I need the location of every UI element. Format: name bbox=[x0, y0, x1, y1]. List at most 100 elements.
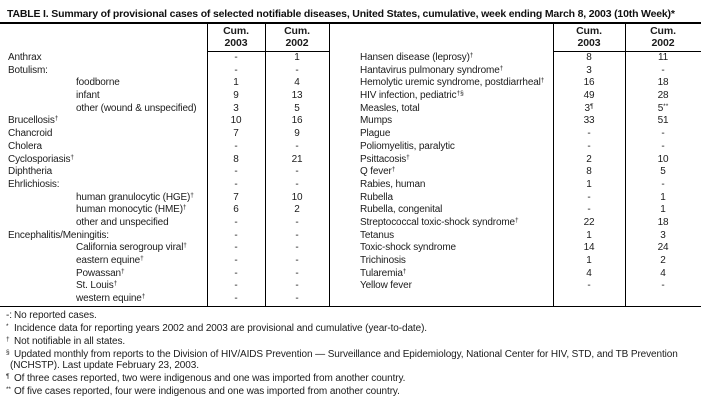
value-cum-2002: - bbox=[295, 64, 299, 76]
value-cum-2002: 1 bbox=[660, 191, 666, 203]
value-cum-2003: - bbox=[234, 280, 238, 292]
table-row: HIV infection, pediatric†§ 49 28 bbox=[329, 90, 701, 103]
value-cum-2002: 11 bbox=[657, 52, 669, 63]
table-row: Powassan† - - bbox=[0, 268, 329, 281]
table-row: Measles, total 3¶ 5** bbox=[329, 103, 701, 116]
value-cum-2003: - bbox=[234, 255, 238, 266]
column-divider bbox=[207, 24, 208, 306]
disease-label: Encephalitis/Meningitis: bbox=[8, 229, 109, 241]
table-row: human granulocytic (HGE)† 7 10 bbox=[0, 192, 329, 205]
value-cum-2002: 5 bbox=[660, 166, 666, 178]
value-cum-2002: 9 bbox=[294, 128, 300, 140]
value-cum-2003: - bbox=[234, 229, 238, 241]
footnote-marker: ** bbox=[663, 102, 669, 110]
disease-label: infant bbox=[76, 90, 100, 102]
footnote-marker: † bbox=[190, 191, 194, 199]
table-row: Tularemia† 4 4 bbox=[329, 268, 701, 281]
table-row: Encephalitis/Meningitis: - - bbox=[0, 230, 329, 243]
value-cum-2003: - bbox=[587, 204, 591, 216]
value-cum-2002: 2 bbox=[660, 255, 666, 266]
disease-label: California serogroup viral† bbox=[76, 242, 187, 254]
value-cum-2002: 4 bbox=[660, 267, 666, 279]
disease-label: Mumps bbox=[360, 115, 393, 127]
value-cum-2003: 1 bbox=[586, 178, 592, 190]
value-cum-2003: 1 bbox=[586, 229, 592, 241]
table-row: Anthrax - 1 bbox=[0, 52, 329, 65]
header-year-label: 2003 bbox=[577, 36, 601, 49]
value-cum-2002: 2 bbox=[294, 204, 300, 216]
disease-label: western equine† bbox=[76, 293, 146, 305]
value-cum-2003: - bbox=[234, 216, 238, 228]
value-cum-2003: 8 bbox=[233, 153, 239, 165]
table-row: Yellow fever - - bbox=[329, 280, 701, 293]
footnote-marker: † bbox=[469, 52, 474, 59]
value-cum-2002: - bbox=[295, 267, 299, 279]
value-cum-2003: - bbox=[234, 293, 238, 305]
value-cum-2002: 18 bbox=[657, 216, 669, 228]
disease-label: Q fever† bbox=[360, 166, 396, 178]
value-cum-2003: 3 bbox=[233, 102, 239, 114]
table-row: Psittacosis† 2 10 bbox=[329, 154, 701, 167]
header-cum-2002: Cum. 2002 bbox=[265, 24, 329, 51]
value-cum-2003: - bbox=[587, 128, 591, 140]
table-row: Chancroid 7 9 bbox=[0, 128, 329, 141]
footnote-marker: † bbox=[514, 216, 519, 224]
table-row: Diphtheria - - bbox=[0, 166, 329, 179]
value-cum-2002: 4 bbox=[294, 77, 300, 89]
header-year-label: 2003 bbox=[224, 36, 248, 49]
disease-label: Powassan† bbox=[76, 267, 125, 279]
footnote-text: Updated monthly from reports to the Divi… bbox=[14, 349, 678, 360]
disease-label: Tularemia† bbox=[360, 267, 407, 279]
table-row: Rabies, human 1 - bbox=[329, 179, 701, 192]
footnote-marker: † bbox=[140, 255, 144, 262]
footnote-marker: † bbox=[141, 293, 146, 301]
header-cum-label: Cum. bbox=[650, 25, 676, 37]
table-row: Streptococcal toxic-shock syndrome† 22 18 bbox=[329, 217, 701, 230]
value-cum-2003: 1 bbox=[586, 255, 592, 266]
footnote-text: Not notifiable in all states. bbox=[14, 336, 126, 347]
table-row: Poliomyelitis, paralytic - - bbox=[329, 141, 701, 154]
disease-label: Trichinosis bbox=[360, 255, 406, 266]
value-cum-2003: 2 bbox=[586, 153, 592, 165]
table-row: infant 9 13 bbox=[0, 90, 329, 103]
table-row: eastern equine† - - bbox=[0, 255, 329, 268]
table-rule-top bbox=[0, 22, 701, 24]
value-cum-2002: 18 bbox=[657, 77, 669, 89]
header-cum-2003: Cum. 2003 bbox=[553, 24, 625, 51]
footnote-marker: § bbox=[6, 349, 10, 356]
value-cum-2003: 6 bbox=[233, 204, 239, 216]
column-divider bbox=[625, 24, 626, 306]
disease-label: Anthrax bbox=[8, 52, 42, 63]
left-table-body: Anthrax -1 Botulism: - - foodborne 1 4 infant 9 13… bbox=[0, 52, 329, 306]
table-title: TABLE I. Summary of provisional cases of… bbox=[7, 8, 675, 20]
value-cum-2003: - bbox=[234, 242, 238, 254]
value-cum-2002: 10 bbox=[657, 153, 669, 165]
value-cum-2003: - bbox=[234, 178, 238, 190]
disease-label: Cholera bbox=[8, 140, 42, 152]
table-rule-bottom bbox=[0, 306, 701, 307]
column-divider bbox=[329, 24, 330, 306]
column-divider bbox=[553, 24, 554, 306]
value-cum-2002: - bbox=[295, 216, 299, 228]
footnote-line: § Updated monthly from reports to the Div… bbox=[6, 347, 701, 360]
disease-label: other (wound & unspecified) bbox=[76, 102, 197, 114]
spacer bbox=[0, 24, 207, 51]
value-cum-2003: - bbox=[234, 64, 238, 76]
table-row: foodborne 1 4 bbox=[0, 77, 329, 90]
header-cum-2003: Cum. 2003 bbox=[207, 24, 265, 51]
table-row: Trichinosis 1 2 bbox=[329, 255, 701, 268]
value-cum-2002: 21 bbox=[291, 153, 303, 165]
footnote-marker: † bbox=[182, 204, 187, 212]
value-cum-2003: 14 bbox=[583, 242, 595, 254]
disease-label: Rubella bbox=[360, 191, 393, 203]
disease-label: Botulism: bbox=[8, 64, 48, 76]
value-cum-2002: 5 bbox=[294, 102, 300, 114]
footnotes: -: No reported cases. * Incidence data for … bbox=[6, 310, 701, 397]
table-row: Hansen disease (leprosy)† 8 11 bbox=[329, 52, 701, 65]
value-cum-2003: 16 bbox=[583, 77, 595, 89]
table-row: Ehrlichiosis: - - bbox=[0, 179, 329, 192]
disease-label bbox=[329, 293, 553, 306]
table-row: Rubella - 1 bbox=[329, 192, 701, 205]
value-cum-2003: - bbox=[234, 166, 238, 178]
disease-label: Yellow fever bbox=[360, 280, 412, 292]
